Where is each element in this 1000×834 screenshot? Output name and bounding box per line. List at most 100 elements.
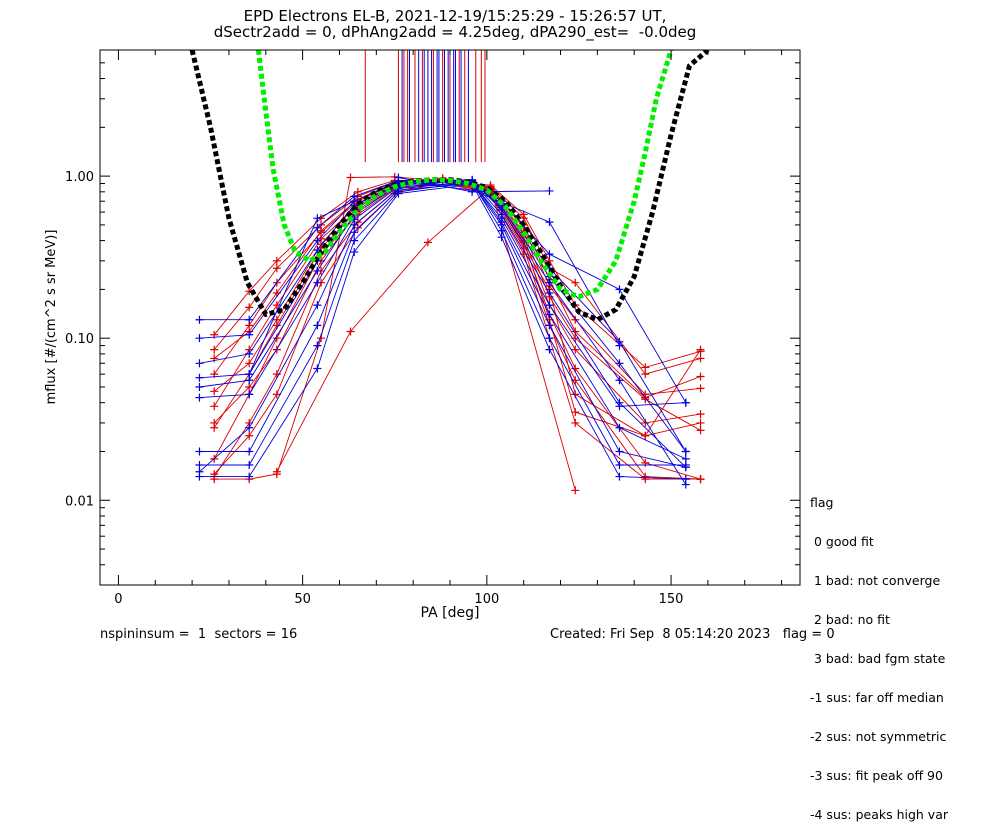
data-point — [681, 398, 690, 407]
series-line — [199, 180, 687, 403]
x-tick-label: 100 — [474, 592, 499, 607]
legend-item: 3 bad: bad fgm state — [810, 651, 946, 666]
data-point — [272, 390, 281, 399]
data-point — [390, 172, 399, 181]
data-point — [641, 363, 650, 372]
series-red — [210, 174, 705, 435]
data-point — [545, 321, 554, 330]
data-point — [346, 327, 355, 336]
data-point — [545, 301, 554, 310]
data-point — [313, 266, 322, 275]
legend-item: -2 sus: not symmetric — [810, 729, 947, 744]
data-point — [313, 321, 322, 330]
data-point — [696, 418, 705, 427]
data-point — [346, 173, 355, 182]
data-point — [245, 472, 254, 481]
data-point — [545, 250, 554, 259]
data-point — [681, 454, 690, 463]
data-point — [245, 359, 254, 368]
data-point — [350, 228, 359, 237]
data-point — [497, 233, 506, 242]
y-tick-label: 1.00 — [65, 170, 94, 185]
chart-title-line-2: dSectr2add = 0, dPhAng2add = 4.25deg, dP… — [213, 23, 697, 41]
series-line — [199, 182, 686, 407]
data-point — [350, 220, 359, 229]
data-point — [350, 236, 359, 245]
data-point — [313, 236, 322, 245]
data-point — [545, 218, 554, 227]
data-point — [210, 402, 219, 411]
data-point — [545, 310, 554, 319]
data-point — [245, 390, 254, 399]
data-point — [468, 187, 477, 196]
data-point — [313, 214, 322, 223]
data-point — [210, 418, 219, 427]
x-axis-label: PA [deg] — [421, 605, 480, 621]
series-red — [210, 176, 705, 432]
peak-markers — [364, 50, 486, 163]
series-blue — [195, 177, 690, 470]
series-blue — [195, 177, 690, 472]
y-tick-label: 0.10 — [65, 332, 94, 347]
data-point — [641, 370, 650, 379]
data-point — [195, 382, 204, 391]
data-point — [195, 334, 204, 343]
y-axis-label: mflux [#/(cm^2 s sr MeV)] — [44, 230, 59, 405]
data-point — [497, 218, 506, 227]
data-point — [195, 461, 204, 470]
series-line — [199, 180, 687, 452]
data-point — [696, 345, 705, 354]
data-point — [313, 301, 322, 310]
fit-curve-green — [255, 50, 674, 300]
data-point — [210, 345, 219, 354]
legend-item: -1 sus: far off median — [810, 690, 944, 705]
fit-curves — [189, 50, 710, 323]
legend-item: -3 sus: fit peak off 90 — [810, 768, 943, 783]
x-tick-label: 0 — [114, 592, 122, 607]
series-line — [214, 176, 443, 480]
data-point — [696, 410, 705, 419]
series-blue — [394, 173, 554, 196]
data-point — [350, 248, 359, 257]
x-tick-label: 150 — [659, 592, 684, 607]
data-point — [545, 334, 554, 343]
series-blue — [195, 176, 690, 407]
data-point — [571, 345, 580, 354]
legend-item: 2 bad: no fit — [810, 612, 890, 627]
data-point — [545, 186, 554, 195]
series-line — [199, 181, 686, 466]
series-red — [210, 177, 705, 484]
y-tick-label: 0.01 — [65, 494, 94, 509]
data-point — [681, 447, 690, 456]
series-red — [210, 177, 705, 484]
data-point — [245, 447, 254, 456]
data-point — [195, 359, 204, 368]
data-point — [245, 303, 254, 312]
data-point — [615, 461, 624, 470]
series-line — [213, 180, 701, 368]
data-point — [195, 467, 204, 476]
data-point — [210, 354, 219, 363]
legend-title: flag — [810, 495, 834, 510]
series-line — [199, 180, 687, 468]
data-point — [615, 472, 624, 481]
pa-distribution-chart: 0 50 100 150 0.01 0.10 1.00 PA [deg] mflux [#/… — [44, 49, 801, 621]
chart-title-line-1: EPD Electrons EL-B, 2021-12-19/15:25:29 … — [243, 7, 667, 25]
data-point — [245, 423, 254, 432]
data-point — [394, 173, 403, 182]
data-point — [195, 373, 204, 382]
series-red — [210, 177, 705, 484]
data-point — [195, 393, 204, 402]
data-point — [353, 187, 362, 196]
data-point — [272, 470, 281, 479]
footer-left: nspininsum = 1 sectors = 16 — [100, 627, 298, 642]
data-point — [615, 402, 624, 411]
series-blue — [195, 176, 690, 489]
x-tick-label: 50 — [294, 592, 311, 607]
legend-item: 0 good fit — [810, 534, 874, 549]
series-line — [248, 180, 620, 375]
data-point — [245, 315, 254, 324]
data-point — [615, 447, 624, 456]
data-point — [696, 354, 705, 363]
data-point — [245, 349, 254, 358]
